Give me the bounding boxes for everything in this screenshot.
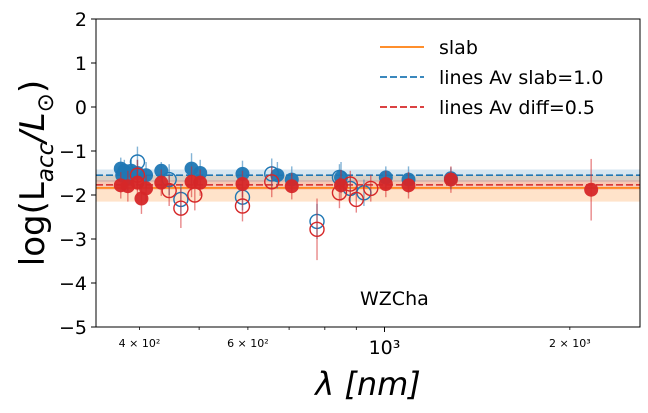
y-axis-label: log(Lacc/L⊙) xyxy=(13,80,59,266)
point-2-13 xyxy=(443,172,458,187)
x-axis-label-text: λ [nm] xyxy=(313,365,421,403)
point-2-8 xyxy=(235,177,250,191)
x-minor-tick-label-1: 6 × 10² xyxy=(227,337,269,350)
point-3-2 xyxy=(173,200,189,216)
y-axis-label-sun: ⊙ xyxy=(33,93,59,112)
y-tick-label-3: −1 xyxy=(59,141,87,163)
annotation-label: WZCha xyxy=(360,288,429,310)
y-tick-label-2: 0 xyxy=(75,97,87,119)
point-2-5 xyxy=(154,175,169,190)
y-axis-label-close: ) xyxy=(13,80,53,93)
y-tick-label-5: −3 xyxy=(59,229,87,251)
y-tick-label-1: 1 xyxy=(75,53,87,75)
point-2-4 xyxy=(139,181,154,196)
legend-label-2: lines Av diff=0.5 xyxy=(439,97,595,119)
y-tick-label-0: 2 xyxy=(75,9,87,31)
point-3-8 xyxy=(342,176,359,192)
x-axis-label: λ [nm] xyxy=(313,365,421,403)
plot-frame xyxy=(95,18,641,328)
y-axis-label-main: log(L xyxy=(13,182,53,266)
point-3-0 xyxy=(129,167,146,183)
point-3-10 xyxy=(363,180,379,197)
y-axis-label-rest: /L xyxy=(13,112,53,145)
y-tick-label-4: −2 xyxy=(59,185,87,207)
point-3-3 xyxy=(187,187,203,203)
legend-label-1: lines Av slab=1.0 xyxy=(439,67,603,89)
point-2-14 xyxy=(584,182,599,197)
point-3-4 xyxy=(234,198,251,214)
x-major-tick-label-0: 10³ xyxy=(369,337,401,359)
legend: slab lines Av slab=1.0 lines Av diff=0.5 xyxy=(380,37,603,119)
point-0-11 xyxy=(270,168,285,183)
point-3-5 xyxy=(264,174,280,190)
x-minor-tick-label-0: 4 × 10² xyxy=(119,337,161,350)
point-3-9 xyxy=(348,191,365,208)
point-2-11 xyxy=(378,177,393,191)
y-axis-label-sub: acc xyxy=(33,142,59,182)
legend-label-0: slab xyxy=(439,37,478,59)
point-3-6 xyxy=(309,221,325,238)
point-2-9 xyxy=(284,179,299,194)
y-tick-label-6: −4 xyxy=(59,273,87,295)
x-minor-tick-label-2: 2 × 10³ xyxy=(549,337,591,350)
y-tick-label-7: −5 xyxy=(59,317,87,339)
point-2-12 xyxy=(401,178,416,193)
point-2-7 xyxy=(193,175,208,190)
point-3-7 xyxy=(331,185,348,201)
point-3-1 xyxy=(161,182,177,199)
